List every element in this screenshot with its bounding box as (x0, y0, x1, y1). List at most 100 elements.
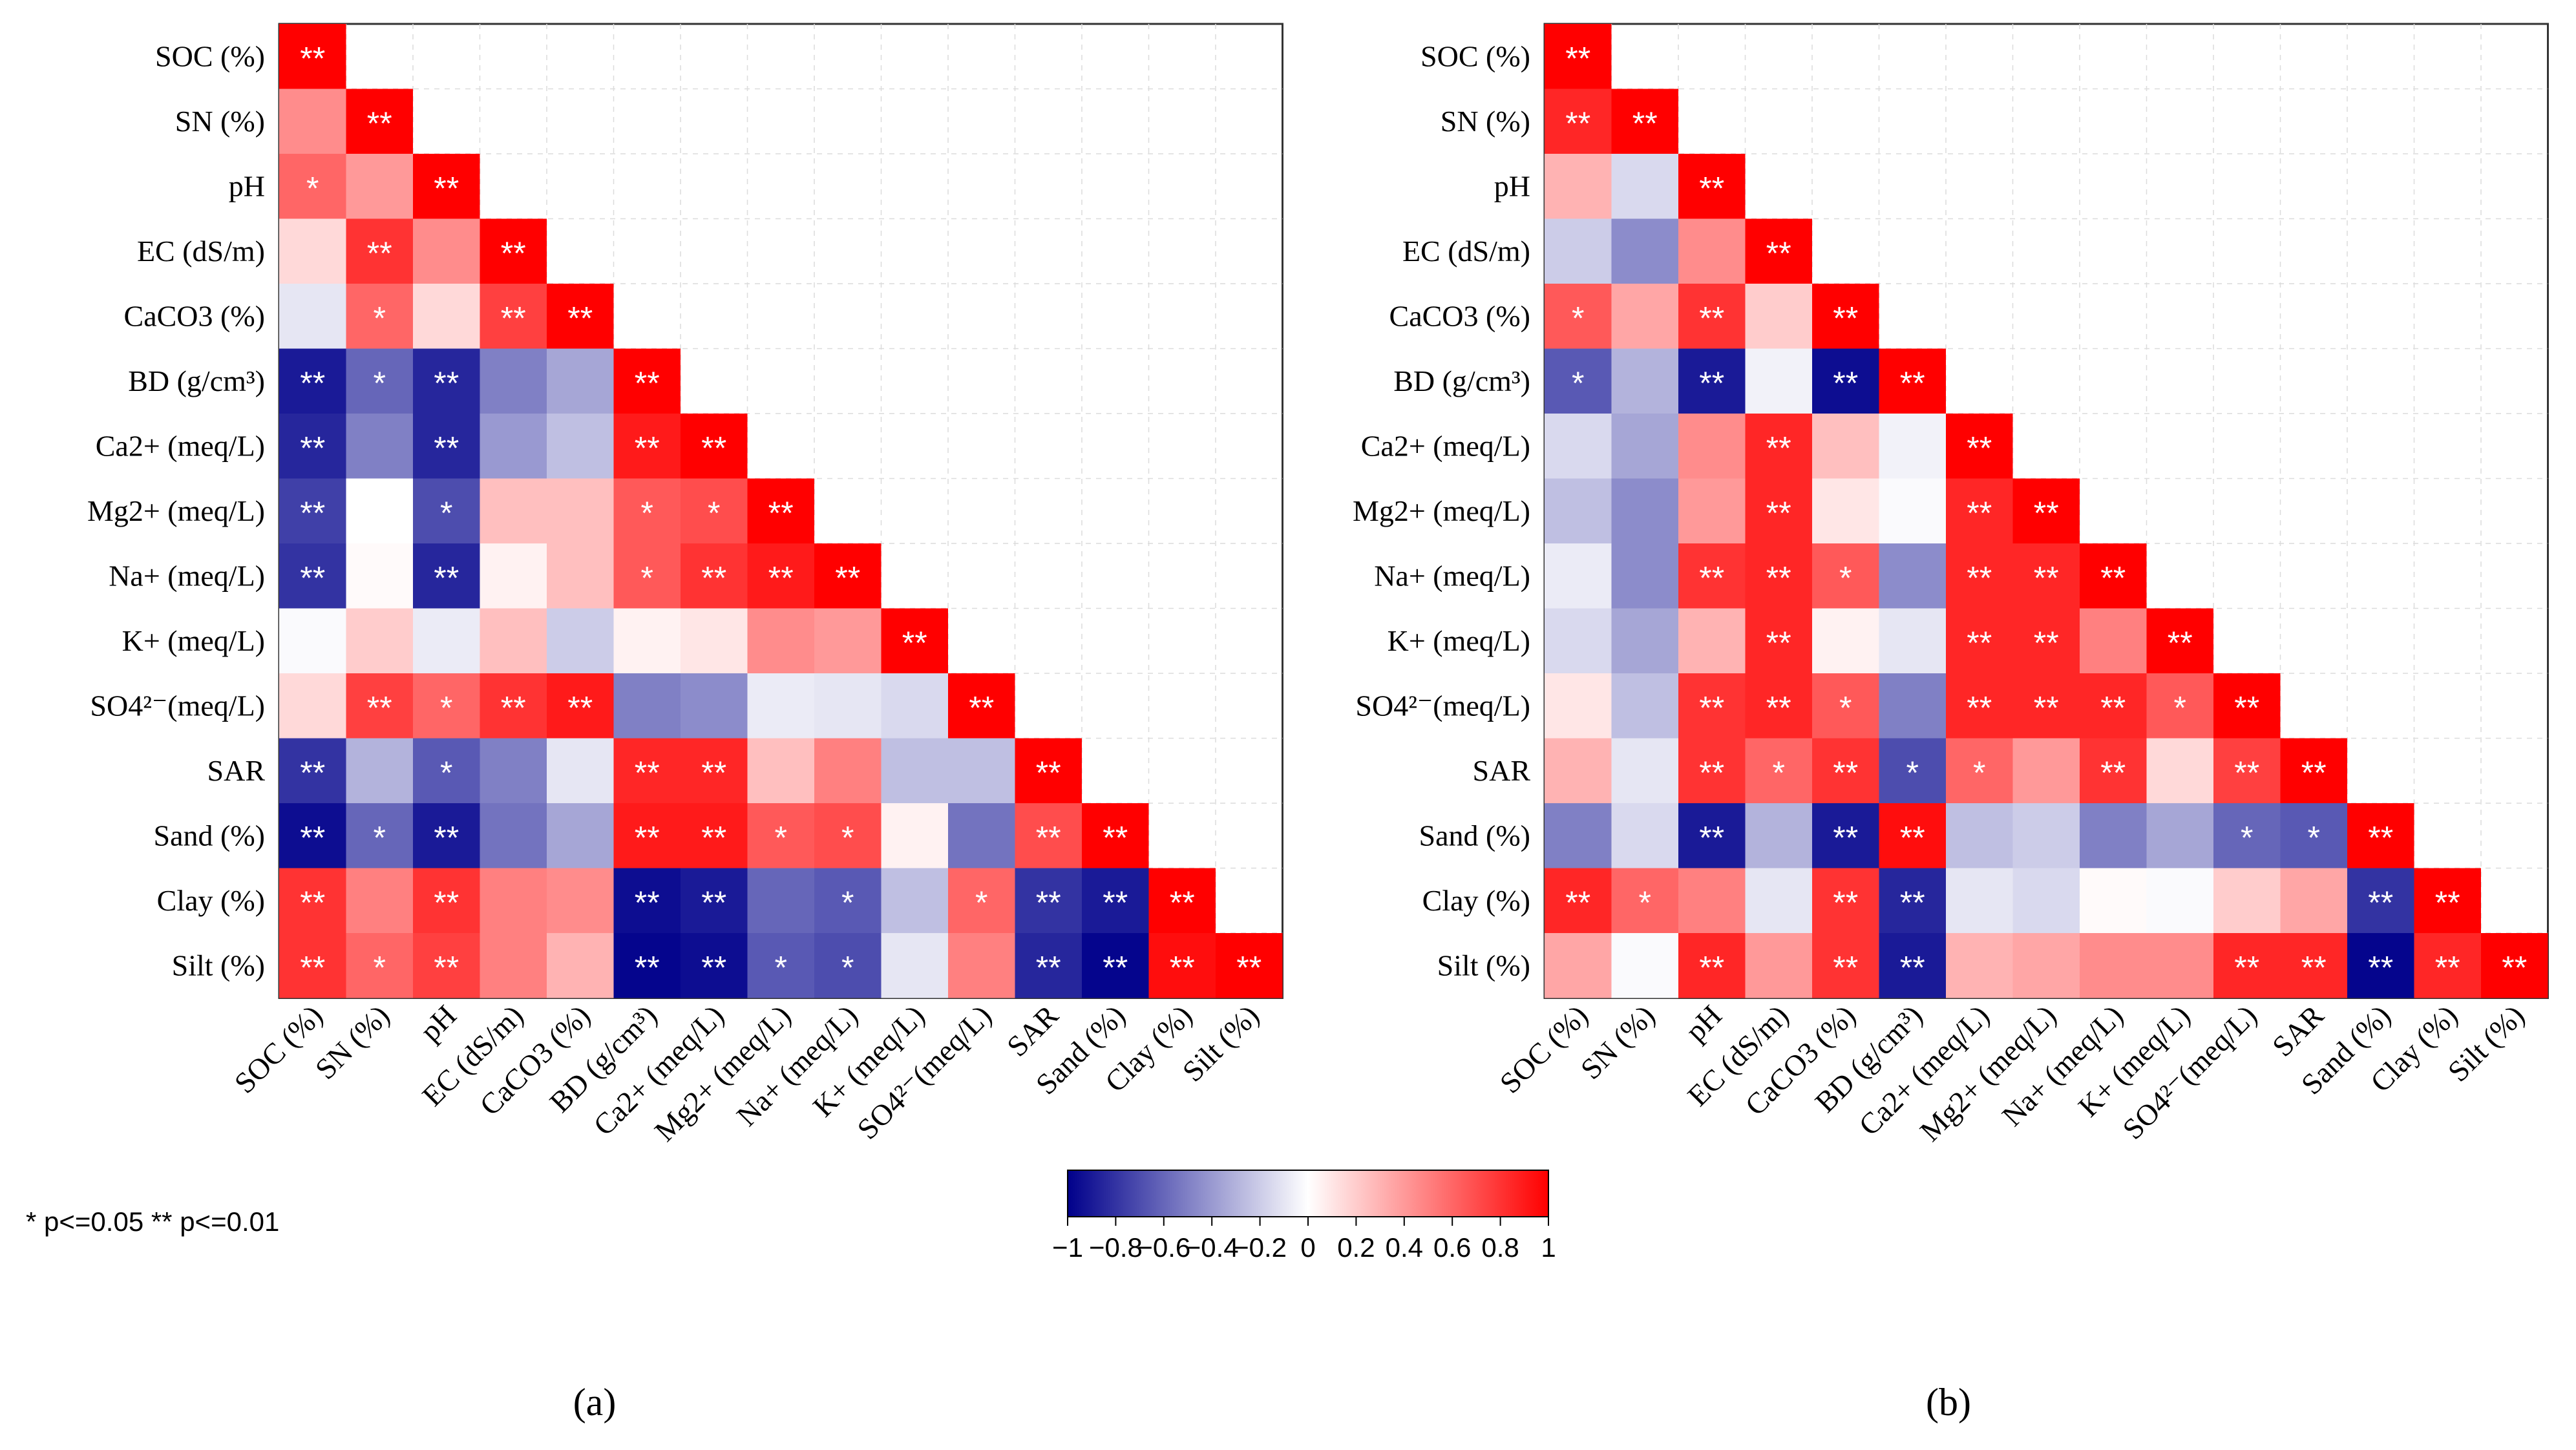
panel-b-significance-mark: ** (1699, 689, 1724, 726)
panel-b-significance-mark: * (1572, 300, 1584, 336)
panel-a-significance-mark: * (374, 819, 386, 856)
panel-b-significance-mark: * (1572, 365, 1584, 401)
panel-b-cell (1678, 478, 1746, 543)
panel-a-significance-mark: ** (835, 560, 860, 596)
panel-a-cell (547, 803, 614, 868)
panel-b-cell (1611, 414, 1678, 479)
panel-a-significance-mark: ** (902, 625, 927, 661)
panel-a-cell (480, 348, 547, 414)
panel-b-row-label: SOC (%) (1420, 39, 1530, 72)
panel-b-cell (1946, 868, 2013, 933)
panel-b-cell (2414, 933, 2481, 998)
panel-b-significance-mark: ** (1565, 40, 1590, 76)
panel-a-significance-mark: ** (567, 300, 593, 336)
panel-a-significance-mark: * (440, 495, 452, 531)
panel-a-significance-mark: ** (701, 755, 726, 791)
panel-a-cell (814, 803, 882, 868)
panel-a-cell (814, 933, 882, 998)
panel-a-significance-mark: * (374, 949, 386, 985)
panel-b-significance-mark: ** (1833, 300, 1858, 336)
panel-a-cell (346, 738, 413, 803)
panel-b-significance-mark: ** (1699, 170, 1724, 206)
panel-b-cell (2080, 868, 2147, 933)
panel-b-significance-mark: ** (1699, 819, 1724, 856)
panel-b-cell (1745, 284, 1812, 349)
panel-a-cell (346, 284, 413, 349)
panel-a-significance-mark: * (440, 755, 452, 791)
panel-a-cell (881, 933, 948, 998)
panel-a-cell (747, 608, 814, 673)
panel-a-cell (480, 803, 547, 868)
panel-b-significance-mark: ** (1900, 365, 1925, 401)
panel-b-cell (2213, 738, 2281, 803)
panel-b-row-label: Ca2+ (meq/L) (1361, 429, 1530, 462)
panel-b-significance-mark: ** (1766, 625, 1791, 661)
panel-b-significance-mark: * (2308, 819, 2320, 856)
panel-b-cell (1946, 673, 2013, 739)
panel-a-significance-mark: ** (300, 885, 325, 921)
panel-a-cell (547, 284, 614, 349)
panel-a-cell (881, 673, 948, 739)
panel-b-cell (1611, 803, 1678, 868)
panel-b-cell (2012, 738, 2080, 803)
panel-a-significance-mark: ** (300, 819, 325, 856)
panel-b-cell (1879, 673, 1946, 739)
panel-b-cell (2080, 673, 2147, 739)
panel-a-significance-mark: ** (635, 365, 660, 401)
panel-a-significance-mark: ** (434, 430, 459, 466)
panel-b-row-label: EC (dS/m) (1402, 235, 1530, 268)
panel-b-cell (1745, 348, 1812, 414)
panel-b-cell (1812, 933, 1879, 998)
panel-b-cell (2012, 543, 2080, 609)
panel-b-cell (2146, 738, 2213, 803)
panel-b-cell (1678, 933, 1746, 998)
panel-b-significance-mark: ** (1766, 560, 1791, 596)
panel-b-cell (1545, 608, 1612, 673)
panel-a-significance-mark: ** (701, 885, 726, 921)
panel-b-cell (2347, 933, 2414, 998)
panel-a-cell (413, 803, 480, 868)
panel-a-cell (480, 414, 547, 479)
panel-b-cell (1545, 414, 1612, 479)
panel-b-significance-mark: ** (1766, 689, 1791, 726)
panel-b-cell (1745, 673, 1812, 739)
panel-a-significance-mark: * (440, 689, 452, 726)
panel-a-cell (681, 414, 748, 479)
panel-a-row-label: Na+ (meq/L) (109, 559, 265, 592)
panel-a-cell (681, 608, 748, 673)
panel-b-cell (2213, 933, 2281, 998)
panel-b-significance-mark: ** (2502, 949, 2527, 985)
panel-a-cell (681, 738, 748, 803)
panel-a-column-label: SN (%) (309, 999, 396, 1086)
panel-a-cell (346, 154, 413, 219)
panel-b-row-label: K+ (meq/L) (1388, 624, 1530, 657)
panel-a-cell (547, 414, 614, 479)
panel-b-cell (1745, 933, 1812, 998)
panel-b-significance-mark: * (1973, 755, 1985, 791)
panel-b-column-label: SOC (%) (1494, 999, 1594, 1100)
panel-a-significance-mark: * (374, 300, 386, 336)
panel-a-cell (1216, 933, 1283, 998)
panel-b-cell (1611, 89, 1678, 154)
panel-b-cell (1545, 933, 1612, 998)
panel-a-cell (613, 803, 681, 868)
panel-a-cell (413, 154, 480, 219)
panel-a-significance-mark: ** (1236, 949, 1262, 985)
panel-a-cell (413, 933, 480, 998)
panel-b-significance-mark: ** (1900, 885, 1925, 921)
panel-a-cell (480, 673, 547, 739)
panel-a-cell (547, 933, 614, 998)
panel-b-significance-mark: ** (1699, 755, 1724, 791)
panel-b-cell (1545, 673, 1612, 739)
panel-b-cell (1946, 933, 2013, 998)
panel-b-cell (2481, 933, 2548, 998)
panel-b-cell (2280, 933, 2347, 998)
panel-b-significance-mark: ** (2234, 689, 2259, 726)
panel-a-cell (279, 284, 346, 349)
panel-a-cell (547, 738, 614, 803)
panel-b-cell (1946, 803, 2013, 868)
panel-a-cell (346, 414, 413, 479)
panel-a-significance-mark: ** (434, 170, 459, 206)
colorbar-tick-label: 0.2 (1337, 1232, 1375, 1263)
panel-b-cell (1611, 543, 1678, 609)
